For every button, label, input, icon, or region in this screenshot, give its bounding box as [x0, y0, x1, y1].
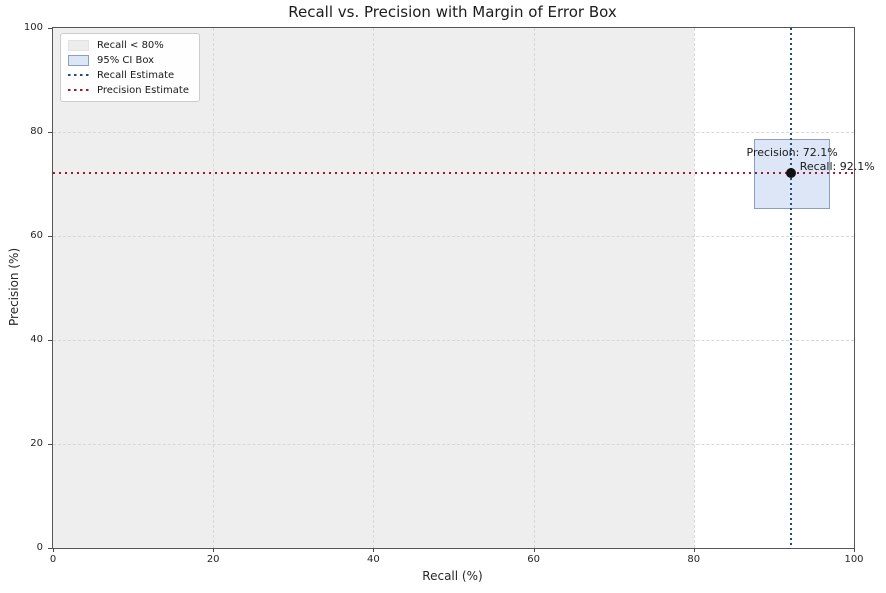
- gridline-horizontal: [53, 444, 854, 445]
- legend: Recall < 80% 95% CI Box Recall Estimate Pre…: [60, 33, 200, 102]
- y-tick-label: 80: [30, 126, 43, 137]
- legend-swatch-dotted-line-icon: [68, 73, 89, 77]
- legend-item: Recall Estimate: [68, 69, 189, 81]
- recall-annotation: Recall: 92.1%: [799, 160, 875, 174]
- x-tick-mark: [53, 548, 54, 552]
- x-tick-mark: [854, 548, 855, 552]
- y-tick-label: 20: [30, 438, 43, 449]
- legend-swatch-dotted-line-icon: [68, 88, 89, 92]
- y-axis-label: Precision (%): [7, 247, 21, 327]
- y-tick-mark: [48, 340, 52, 341]
- gridline-vertical: [693, 28, 695, 548]
- legend-item: Precision Estimate: [68, 84, 189, 96]
- y-tick-mark: [48, 548, 52, 549]
- legend-item-label: Recall < 80%: [97, 39, 164, 51]
- x-tick-label: 0: [49, 554, 57, 565]
- x-axis-label: Recall (%): [422, 569, 483, 583]
- gridline-vertical: [373, 28, 375, 548]
- gridline-horizontal: [53, 236, 854, 237]
- y-tick-label: 40: [30, 334, 43, 345]
- x-tick-label: 100: [844, 554, 864, 565]
- x-tick-mark: [373, 548, 375, 552]
- x-tick-label: 80: [687, 554, 701, 565]
- recall-estimate-line: [789, 28, 792, 548]
- y-tick-mark: [48, 132, 52, 133]
- y-tick-mark: [48, 28, 52, 29]
- y-tick-label: 100: [23, 22, 43, 33]
- gridline-vertical: [213, 28, 215, 548]
- plot-area: 0 20 40 60 80 100 0 20 40 60 80 100 Precision: 72.1%…: [24, 22, 875, 565]
- legend-item: 95% CI Box: [68, 54, 189, 66]
- precision-annotation: Precision: 72.1%: [746, 146, 838, 160]
- legend-item-label: 95% CI Box: [97, 54, 155, 66]
- chart-title: Recall vs. Precision with Margin of Erro…: [288, 3, 617, 21]
- gridline-horizontal: [53, 132, 854, 133]
- gridline-horizontal: [53, 340, 854, 341]
- x-tick-label: 40: [367, 554, 380, 565]
- y-tick-label: 0: [36, 542, 43, 553]
- gridline-vertical: [533, 28, 535, 548]
- x-tick-mark: [693, 548, 695, 552]
- y-tick-mark: [48, 236, 52, 237]
- x-tick-label: 20: [206, 554, 220, 565]
- precision-estimate-line: [53, 172, 854, 175]
- legend-swatch-patch-icon: [68, 39, 89, 51]
- x-tick-label: 60: [527, 554, 540, 565]
- data-point-marker: [785, 168, 796, 179]
- x-tick-mark: [213, 548, 215, 552]
- y-tick-mark: [48, 444, 52, 445]
- legend-item-label: Precision Estimate: [97, 84, 189, 96]
- x-tick-mark: [533, 548, 535, 552]
- legend-item-label: Recall Estimate: [97, 69, 175, 81]
- y-tick-label: 60: [30, 230, 43, 241]
- legend-swatch-patch-icon: [68, 54, 89, 66]
- legend-item: Recall < 80%: [68, 39, 189, 51]
